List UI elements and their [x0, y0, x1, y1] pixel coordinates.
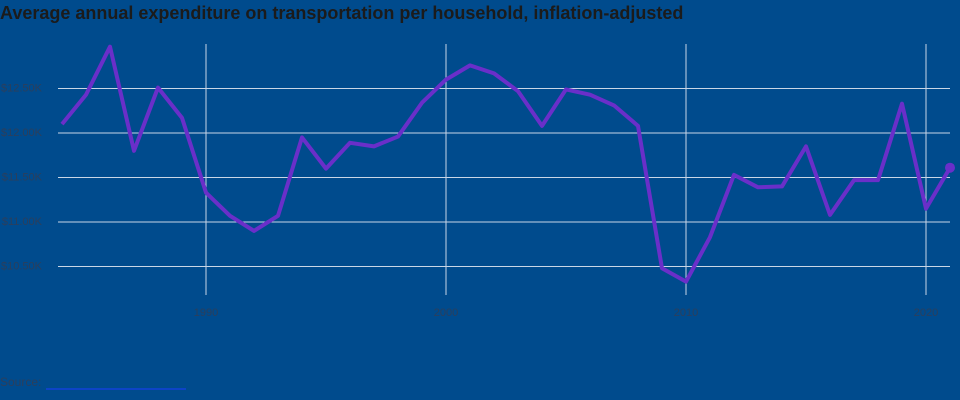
source-label: Source:: [0, 375, 41, 389]
x-tick-label: 2010: [674, 307, 698, 319]
x-tick-label: 1990: [194, 307, 218, 319]
x-tick-label: 2020: [914, 307, 938, 319]
y-tick-label: $11.00K: [2, 216, 43, 228]
y-tick-label: $11.50K: [2, 171, 43, 183]
x-tick-label: 2000: [434, 307, 458, 319]
series-line: [60, 44, 952, 284]
y-tick-label: $12.50K: [1, 82, 43, 94]
chart-title: Average annual expenditure on transporta…: [0, 3, 683, 23]
end-point: [945, 162, 955, 173]
y-tick-label: $12.00K: [1, 127, 43, 139]
y-tick-label: $10.50K: [1, 260, 43, 272]
